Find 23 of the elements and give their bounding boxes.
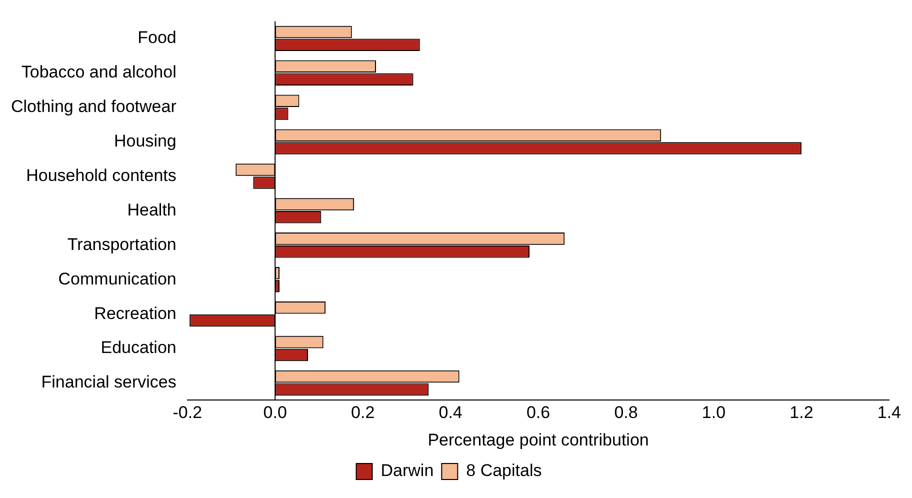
y-tick-label: Transportation: [67, 234, 176, 254]
x-tick-label: 0.0: [263, 403, 287, 422]
x-tick-label: 1.2: [790, 403, 814, 422]
legend-label: Darwin: [380, 461, 434, 480]
y-tick-label: Health: [127, 200, 176, 220]
x-tick-label: 1.0: [702, 403, 726, 422]
x-tick-label: -0.2: [172, 403, 202, 422]
y-tick-label: Education: [100, 338, 176, 358]
x-tick-label: 0.2: [351, 403, 375, 422]
x-axis-title: Percentage point contribution: [428, 430, 649, 450]
y-tick-label: Recreation: [94, 304, 176, 323]
x-tick-label: 0.8: [614, 403, 638, 422]
y-tick-label: Clothing and footwear: [10, 97, 177, 116]
x-tick-label: 0.6: [526, 403, 550, 422]
x-tick-label: 1.4: [877, 403, 902, 422]
legend-label: 8 Capitals: [466, 461, 542, 480]
y-tick-label: Household contents: [26, 166, 176, 185]
y-tick-label: Food: [138, 28, 176, 48]
y-tick-label: Financial services: [41, 372, 176, 392]
y-tick-label: Housing: [114, 131, 176, 150]
y-tick-label: Tobacco and alcohol: [21, 62, 176, 82]
y-tick-label: Communication: [58, 269, 176, 288]
x-tick-label: 0.4: [438, 403, 462, 422]
